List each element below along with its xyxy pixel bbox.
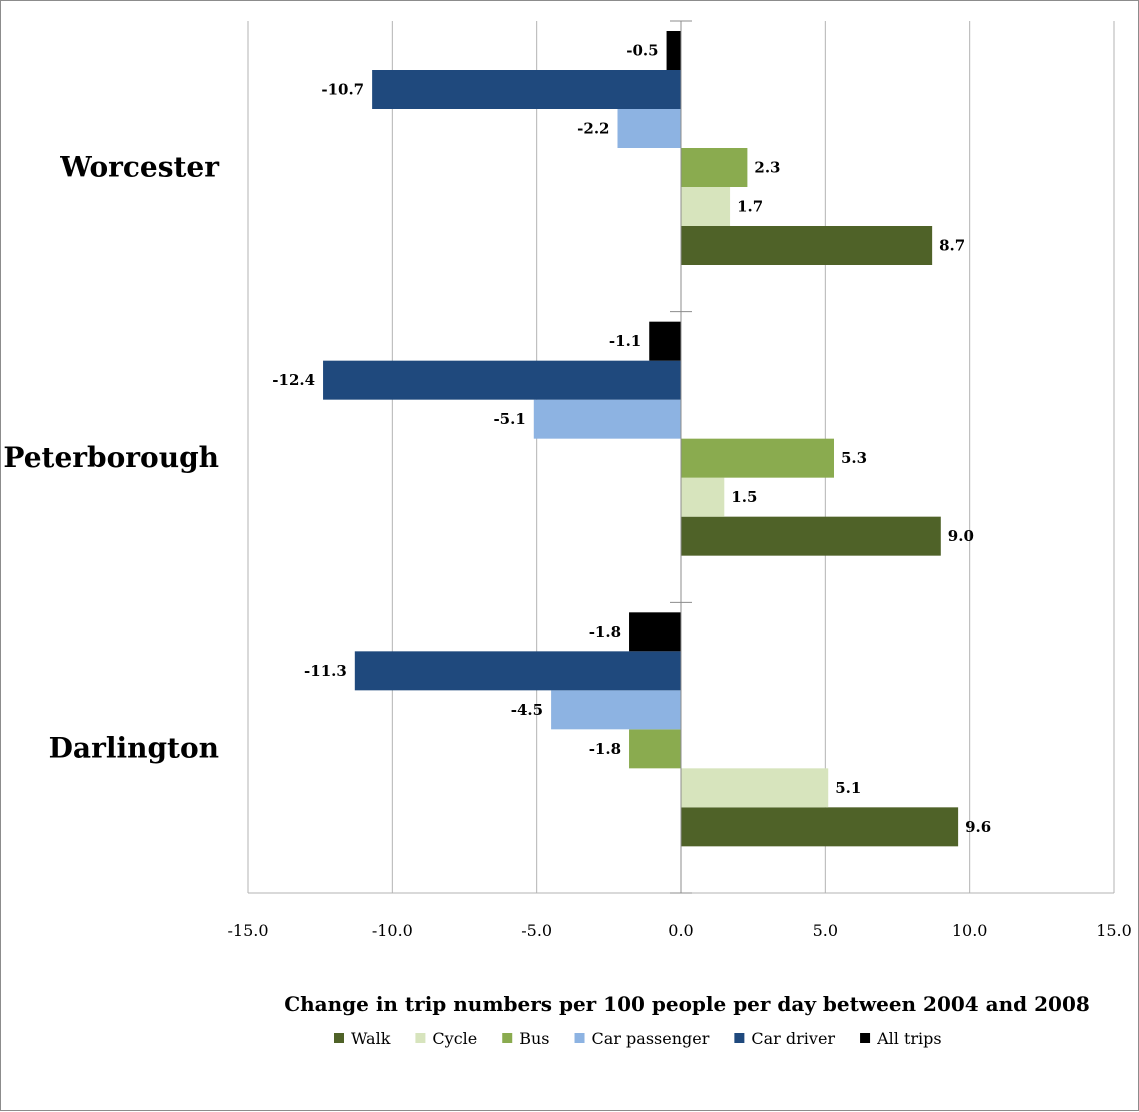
legend-swatch xyxy=(734,1033,745,1043)
legend-swatch xyxy=(502,1033,513,1043)
x-tick-label: -10.0 xyxy=(372,921,413,940)
y-axis xyxy=(670,20,692,894)
bar xyxy=(681,187,731,226)
data-label: -5.1 xyxy=(493,410,525,428)
data-label: -4.5 xyxy=(511,701,543,719)
bar xyxy=(354,651,681,691)
data-label: -1.8 xyxy=(589,623,621,641)
x-tick-label: 5.0 xyxy=(813,921,838,940)
data-label: 8.7 xyxy=(939,237,965,255)
data-label: -0.5 xyxy=(626,42,658,60)
data-label: -10.7 xyxy=(321,81,364,99)
legend-swatch xyxy=(334,1033,344,1043)
bar xyxy=(681,516,941,556)
x-tick-label: 15.0 xyxy=(1096,921,1132,940)
data-label: -1.8 xyxy=(589,740,621,758)
x-tick-labels: -15.0 -10.0 -5.0 0.0 5.0 10.0 15.0 xyxy=(227,921,1131,940)
data-label: 1.7 xyxy=(737,198,763,216)
bar xyxy=(666,31,681,70)
bar xyxy=(649,321,681,361)
legend-label: Walk xyxy=(351,1029,391,1048)
legend-swatch xyxy=(860,1033,871,1043)
data-label: 2.3 xyxy=(754,159,780,177)
legend: Walk Cycle Bus Car passenger Car driver All t… xyxy=(334,1029,942,1048)
legend-label: Bus xyxy=(519,1029,549,1048)
category-label: Darlington xyxy=(49,732,219,765)
data-label: 5.1 xyxy=(835,779,861,797)
data-label: -1.1 xyxy=(609,332,641,350)
legend-swatch xyxy=(574,1033,585,1043)
legend-swatch xyxy=(415,1033,426,1043)
x-tick-label: 0.0 xyxy=(668,921,693,940)
bars xyxy=(323,31,959,847)
bar xyxy=(681,807,959,847)
bar xyxy=(323,360,681,400)
data-label: 9.0 xyxy=(948,527,974,545)
data-label: -12.4 xyxy=(272,371,315,389)
bar xyxy=(681,768,829,808)
x-tick-label: 10.0 xyxy=(952,921,988,940)
x-tick-label: -15.0 xyxy=(227,921,268,940)
bar xyxy=(551,690,681,730)
legend-label: Cycle xyxy=(432,1029,477,1048)
bar xyxy=(681,477,725,517)
x-tick-label: -5.0 xyxy=(521,921,552,940)
gridlines xyxy=(247,21,1115,894)
legend-label: All trips xyxy=(876,1029,942,1048)
x-axis-title: Change in trip numbers per 100 people pe… xyxy=(284,992,1090,1016)
category-labels: Worcester Peterborough Darlington xyxy=(3,150,220,764)
bar xyxy=(629,612,681,652)
data-label: 5.3 xyxy=(841,449,867,467)
category-label: Peterborough xyxy=(3,441,219,474)
bar xyxy=(533,399,681,439)
data-label: -11.3 xyxy=(304,662,347,680)
bar xyxy=(617,109,681,148)
bar xyxy=(629,729,681,769)
bar xyxy=(372,70,681,109)
bar xyxy=(681,438,834,478)
data-label: 1.5 xyxy=(731,488,757,506)
legend-label: Car driver xyxy=(751,1029,835,1048)
data-label: 9.6 xyxy=(965,818,991,836)
bar xyxy=(681,148,748,187)
category-label: Worcester xyxy=(59,150,220,183)
legend-label: Car passenger xyxy=(592,1029,710,1048)
data-label: -2.2 xyxy=(577,120,609,138)
data-labels: 8.7 1.7 2.3 -2.2 -10.7 -0.5 9.0 1.5 5.3 -5.1 -12.4… xyxy=(272,42,991,836)
bar xyxy=(681,226,933,265)
